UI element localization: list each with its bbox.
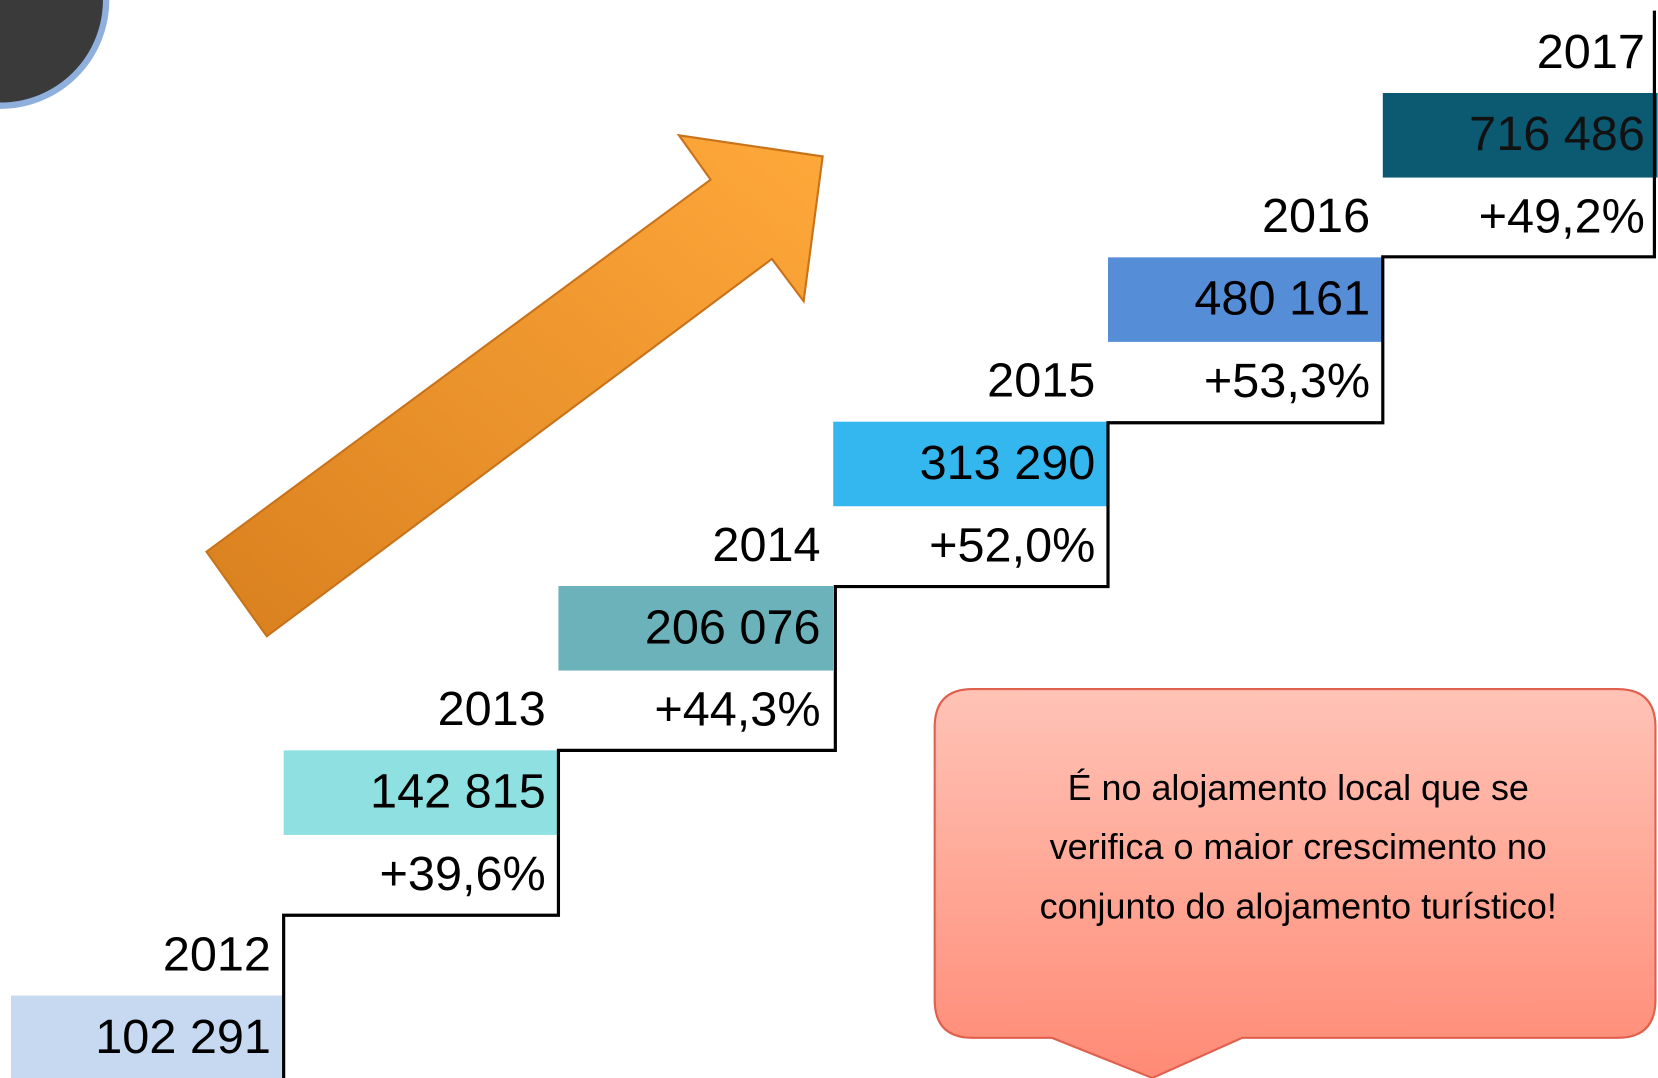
value-label: 206 076 xyxy=(645,600,821,654)
callout: É no alojamento local que se verifica o m… xyxy=(1040,767,1557,926)
value-label: 716 486 xyxy=(1469,107,1645,161)
infographic: 102 291 2012 142 815 2013 +39,6% 206 076 2014 +… xyxy=(0,0,1658,1078)
callout-line: conjunto do alojamento turístico! xyxy=(1040,885,1557,926)
year-label: 2014 xyxy=(712,518,820,572)
value-label: 480 161 xyxy=(1194,272,1370,326)
value-label: 142 815 xyxy=(370,765,546,819)
year-label: 2017 xyxy=(1537,25,1645,79)
value-label: 313 290 xyxy=(920,436,1096,490)
callout-box xyxy=(935,689,1656,1078)
year-label: 2012 xyxy=(163,927,271,981)
callout-line: É no alojamento local que se xyxy=(1068,767,1529,808)
year-label: 2015 xyxy=(987,353,1095,407)
page: {"steps": [ {"year": "2012", "value": "1… xyxy=(0,0,1658,1078)
change-label: +39,6% xyxy=(380,847,546,901)
callout-line: verifica o maior crescimento no xyxy=(1050,826,1547,867)
year-label: 2016 xyxy=(1262,189,1370,243)
change-label: +49,2% xyxy=(1479,190,1645,244)
change-label: +52,0% xyxy=(929,518,1095,572)
value-label: 102 291 xyxy=(95,1010,271,1064)
change-label: +44,3% xyxy=(654,683,820,737)
change-label: +53,3% xyxy=(1204,354,1370,408)
corner-badge xyxy=(0,0,106,106)
year-label: 2013 xyxy=(438,682,546,736)
